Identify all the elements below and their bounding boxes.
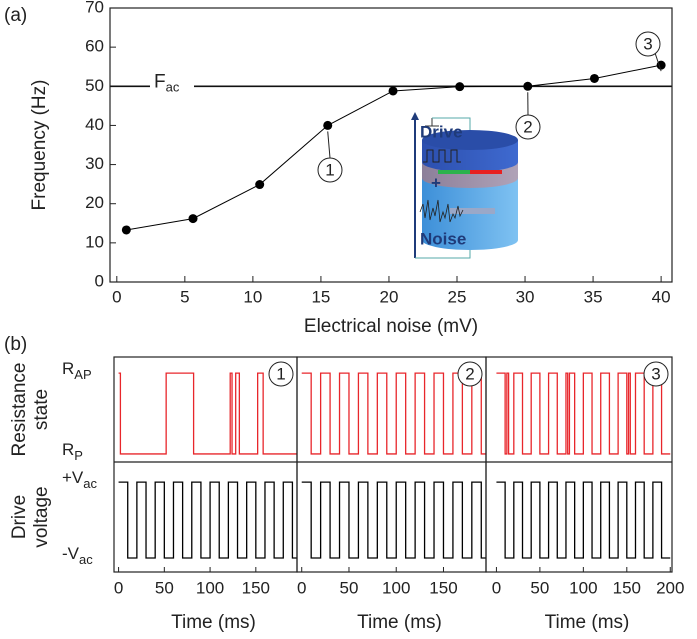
reference-label-main: F — [154, 71, 166, 92]
y-tick-label: 40 — [85, 115, 104, 134]
data-point — [455, 82, 465, 92]
marker-circle — [317, 157, 343, 183]
y-tick-label-sub: ac — [79, 552, 93, 567]
x-tick-label: 20 — [379, 287, 398, 306]
y-tick-label-main: +V — [62, 469, 84, 488]
data-point — [589, 73, 599, 83]
x-axis-title: Time (ms) — [357, 612, 442, 633]
y-tick-label-sub: AP — [74, 368, 91, 383]
marker-label: 2 — [465, 364, 474, 383]
x-tick-label: 150 — [242, 578, 270, 597]
x-tick-label: 0 — [114, 578, 123, 597]
data-point — [323, 120, 333, 130]
plot-frame — [109, 7, 673, 283]
x-tick-label: 50 — [155, 578, 174, 597]
x-tick-label: 200 — [656, 578, 684, 597]
y-tick-label: 70 — [85, 0, 104, 16]
plot-frame — [485, 356, 673, 573]
x-axis-title: Electrical noise (mV) — [304, 316, 478, 337]
x-tick-label: 35 — [584, 287, 603, 306]
x-tick-label: 0 — [297, 578, 306, 597]
reference-label-bg — [150, 73, 194, 100]
inset-plus: + — [431, 173, 441, 192]
x-tick-label: 5 — [180, 287, 189, 306]
marker-circle — [643, 361, 669, 387]
x-tick-label: 30 — [516, 287, 535, 306]
y-tick-label-sub: P — [74, 448, 83, 463]
marker-label: 2 — [523, 117, 532, 136]
x-tick-label: 0 — [112, 287, 121, 306]
marker-label: 3 — [643, 34, 652, 53]
x-tick-label: 100 — [569, 578, 597, 597]
y-axis-title: voltage — [31, 486, 52, 547]
panel-label: (b) — [4, 334, 27, 355]
x-tick-label: 100 — [382, 578, 410, 597]
data-point — [523, 81, 533, 91]
y-tick-label: RP — [62, 440, 83, 463]
data-point — [121, 225, 131, 235]
panel-label: (a) — [4, 5, 27, 26]
reference-label: Fac — [154, 71, 180, 94]
plot-frame — [113, 356, 298, 573]
reference-label-sub: ac — [166, 80, 180, 95]
x-tick-label: 15 — [311, 287, 330, 306]
inset-square-wave — [423, 149, 461, 163]
data-point — [388, 86, 398, 96]
x-tick-label: 25 — [448, 287, 467, 306]
plot-frame — [296, 356, 487, 573]
drive-trace — [496, 481, 671, 559]
resistance-trace — [301, 372, 486, 455]
y-tick-label-main: R — [62, 440, 74, 459]
marker-circle — [457, 361, 483, 387]
y-axis-title: Resistance — [9, 363, 30, 457]
marker-label: 1 — [276, 364, 285, 383]
y-tick-label: 60 — [85, 37, 104, 56]
y-tick-label: 20 — [85, 193, 104, 212]
inset-cylinder-top — [422, 130, 518, 150]
y-tick-label-main: -V — [62, 544, 80, 563]
y-tick-label: -Vac — [62, 544, 93, 567]
resistance-trace — [496, 372, 671, 455]
x-tick-label: 50 — [530, 578, 549, 597]
y-axis-title: state — [31, 389, 52, 430]
x-tick-label: 150 — [429, 578, 457, 597]
marker-circle — [268, 361, 294, 387]
x-tick-label: 10 — [243, 287, 262, 306]
x-tick-label: 50 — [340, 578, 359, 597]
marker-circle — [635, 31, 661, 57]
y-axis-title: Frequency (Hz) — [29, 80, 50, 211]
y-tick-label-sub: ac — [83, 477, 97, 492]
drive-trace — [301, 481, 486, 559]
y-tick-label: 30 — [85, 154, 104, 173]
y-tick-label: 50 — [85, 76, 104, 95]
y-axis-title: Drive — [9, 495, 30, 539]
resistance-trace — [118, 372, 297, 455]
drive-trace — [118, 481, 297, 559]
x-axis-title: Time (ms) — [545, 612, 630, 633]
data-point — [188, 214, 198, 224]
marker-label: 3 — [651, 364, 660, 383]
y-tick-label: RAP — [62, 360, 92, 383]
x-tick-label: 100 — [196, 578, 224, 597]
y-tick-label-main: R — [62, 360, 74, 379]
marker-label: 1 — [325, 160, 334, 179]
inset-drive: Drive — [420, 122, 463, 141]
y-tick-label: +Vac — [62, 469, 98, 492]
y-tick-label: 0 — [95, 271, 104, 290]
x-tick-label: 150 — [613, 578, 641, 597]
inset-noise: Noise — [420, 229, 466, 248]
inset-arrow-head — [411, 112, 419, 120]
x-axis-title: Time (ms) — [171, 612, 256, 633]
marker-circle — [515, 114, 541, 140]
inset-noise-wave — [419, 199, 464, 223]
x-tick-label: 40 — [652, 287, 671, 306]
inset — [410, 112, 552, 263]
y-tick-label: 10 — [85, 232, 104, 251]
annotation-arrow — [327, 131, 331, 159]
x-tick-label: 0 — [492, 578, 501, 597]
data-point — [255, 180, 265, 190]
